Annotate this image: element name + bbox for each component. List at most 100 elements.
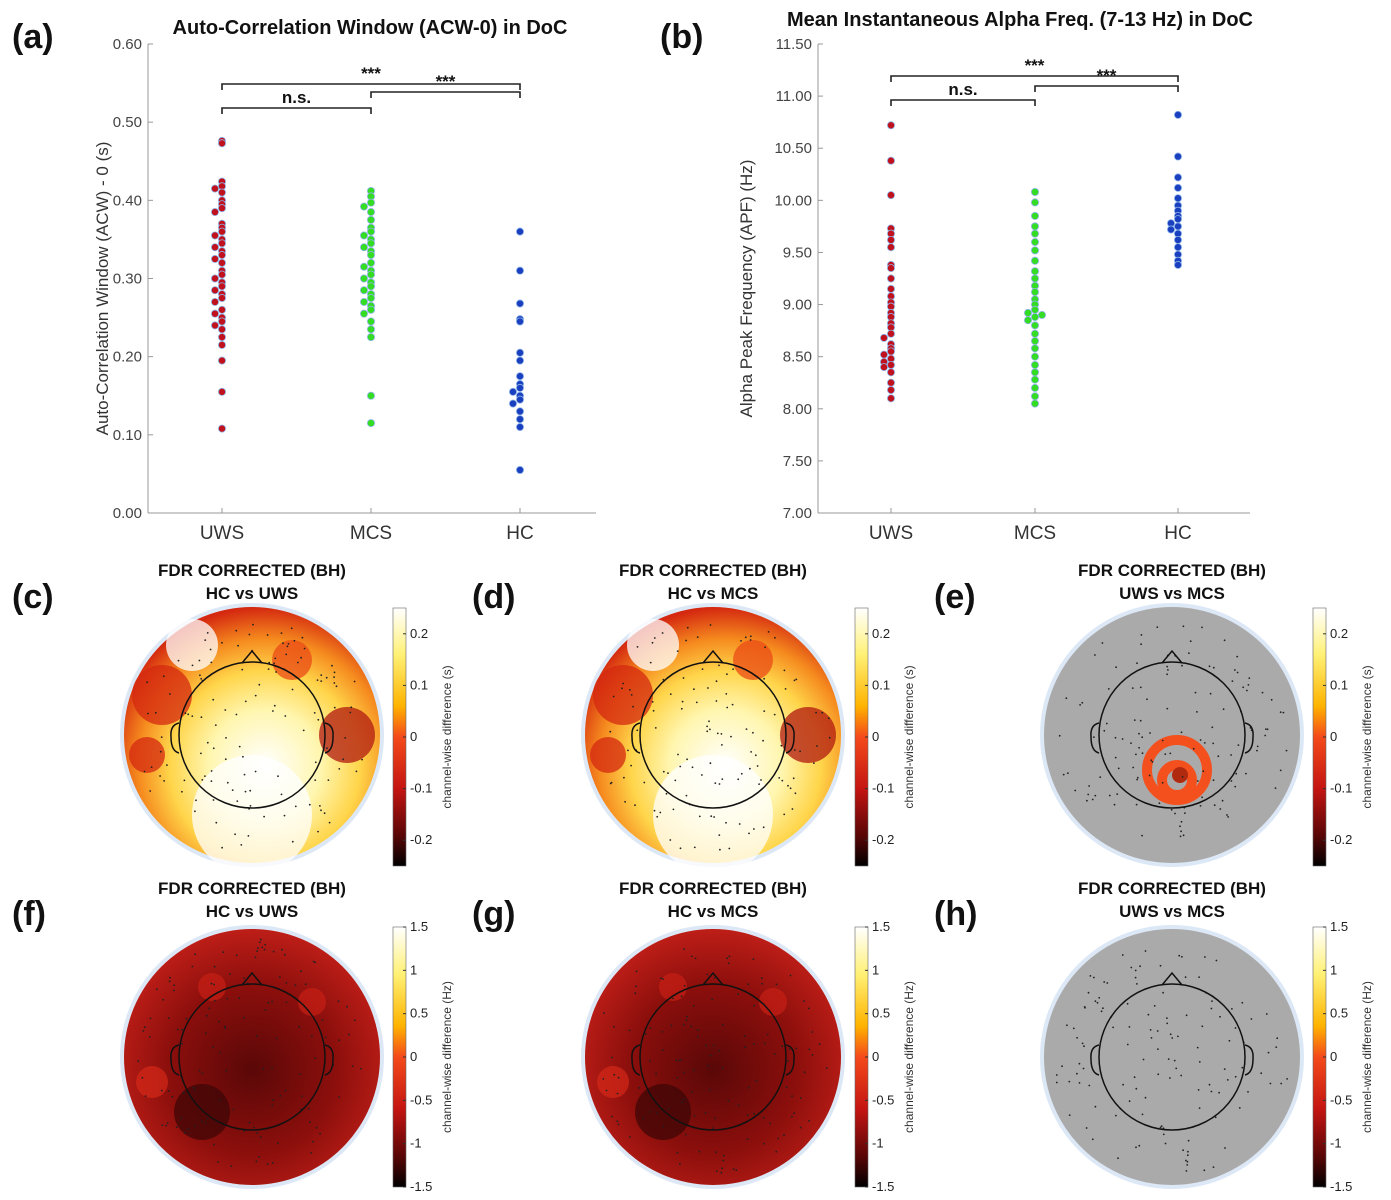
electrode-dot xyxy=(680,995,683,998)
electrode-dot xyxy=(685,1019,688,1022)
electrode-dot xyxy=(696,1029,699,1031)
electrode-dot xyxy=(1267,1051,1270,1054)
electrode-dot xyxy=(789,974,792,977)
electrode-dot xyxy=(1230,780,1233,782)
electrode-dot xyxy=(338,768,341,770)
electrode-dot xyxy=(781,779,784,782)
electrode-dot xyxy=(1150,1037,1153,1039)
electrode-dot xyxy=(803,1071,806,1074)
electrode-dot xyxy=(718,664,720,667)
electrode-dot xyxy=(753,1112,755,1115)
electrode-dot xyxy=(1074,789,1077,792)
electrode-dot xyxy=(1223,639,1226,642)
y-tick-label: 10.50 xyxy=(774,140,812,157)
data-point-mcs xyxy=(1031,222,1040,231)
electrode-dot xyxy=(1135,1087,1138,1090)
data-point-uws xyxy=(217,282,226,291)
electrode-dot xyxy=(709,1054,712,1057)
electrode-dot xyxy=(1215,959,1218,962)
electrode-dot xyxy=(1196,711,1198,713)
electrode-dot xyxy=(1166,1022,1169,1025)
data-point-hc xyxy=(1174,110,1183,119)
electrode-dot xyxy=(1234,1075,1237,1078)
data-point-hc xyxy=(516,407,525,416)
data-point-uws xyxy=(887,264,896,273)
electrode-dot xyxy=(1079,704,1081,706)
electrode-dot xyxy=(1236,671,1239,674)
electrode-dot xyxy=(792,777,795,780)
colorbar-tick-label: -1 xyxy=(1330,1136,1342,1151)
electrode-dot xyxy=(1192,747,1195,750)
electrode-dot xyxy=(210,982,213,985)
electrode-dot xyxy=(333,671,336,674)
electrode-dot xyxy=(730,735,732,738)
data-point-hc xyxy=(516,383,525,392)
electrode-dot xyxy=(686,758,688,761)
electrode-dot xyxy=(194,810,196,813)
electrode-dot xyxy=(1180,820,1183,823)
colorbar-tick-label: -0.1 xyxy=(1330,781,1352,796)
electrode-dot xyxy=(1226,814,1228,816)
electrode-dot xyxy=(1238,1107,1241,1109)
significance-label: *** xyxy=(1025,56,1045,75)
electrode-dot xyxy=(253,1126,255,1129)
colorbar-tick-label: 0.5 xyxy=(1330,1006,1348,1021)
electrode-dot xyxy=(635,970,638,973)
electrode-dot xyxy=(1199,739,1202,741)
electrode-dot xyxy=(1231,680,1234,682)
electrode-dot xyxy=(811,1031,814,1033)
colorbar-tick-label: -1 xyxy=(872,1136,884,1151)
electrode-dot xyxy=(285,1001,288,1004)
data-point-mcs xyxy=(1031,329,1040,338)
electrode-dot xyxy=(1245,772,1247,775)
topoplot-panel-g: (g) FDR CORRECTED (BH) HC vs MCS 1.5 1 0.5 0 -0… xyxy=(472,879,916,1194)
electrode-dot xyxy=(213,965,216,968)
colorbar-tick-label: 0 xyxy=(1330,729,1337,744)
electrode-dot xyxy=(693,1114,696,1117)
electrode-dot xyxy=(1210,1090,1213,1093)
electrode-dot xyxy=(271,1161,274,1164)
electrode-dot xyxy=(1087,793,1090,796)
electrode-dot xyxy=(1134,976,1137,979)
electrode-dot xyxy=(150,766,153,768)
data-point-mcs xyxy=(359,297,368,306)
electrode-dot xyxy=(1136,983,1138,985)
data-point-uws xyxy=(217,239,226,248)
electrode-dot xyxy=(1265,1013,1268,1015)
data-point-mcs xyxy=(1031,187,1040,196)
electrode-dot xyxy=(1133,1076,1136,1079)
electrode-dot xyxy=(726,673,728,676)
electrode-dot xyxy=(208,1007,211,1010)
electrode-dot xyxy=(303,647,306,650)
topoplot-panel-h: (h) FDR CORRECTED (BH) UWS vs MCS 1.5 1 0.5 0 -… xyxy=(934,879,1374,1194)
electrode-dot xyxy=(213,1143,215,1146)
electrode-dot xyxy=(263,948,266,951)
data-point-mcs xyxy=(1031,246,1040,255)
electrode-dot xyxy=(169,693,171,695)
electrode-dot xyxy=(258,683,261,686)
electrode-dot xyxy=(808,1119,811,1122)
electrode-dot xyxy=(752,731,754,734)
panel-letter: (g) xyxy=(472,895,515,933)
data-point-hc xyxy=(516,466,525,475)
electrode-dot xyxy=(271,1067,273,1070)
data-point-mcs xyxy=(1031,375,1040,384)
electrode-dot xyxy=(693,688,695,691)
electrode-dot xyxy=(321,1019,324,1021)
electrode-dot xyxy=(177,659,180,662)
electrode-dot xyxy=(787,784,789,787)
data-point-hc xyxy=(516,423,525,432)
electrode-dot xyxy=(1146,698,1148,701)
electrode-dot xyxy=(301,1095,303,1098)
electrode-dot xyxy=(1126,1043,1129,1046)
panel-letter: (e) xyxy=(934,578,976,616)
electrode-dot xyxy=(1121,954,1124,956)
electrode-dot xyxy=(1094,794,1097,797)
data-point-uws xyxy=(210,309,219,318)
electrode-dot xyxy=(617,1076,620,1079)
electrode-dot xyxy=(789,787,792,790)
electrode-dot xyxy=(749,635,752,638)
data-point-hc xyxy=(516,266,525,275)
electrode-dot xyxy=(285,653,288,656)
electrode-dot xyxy=(661,632,664,634)
